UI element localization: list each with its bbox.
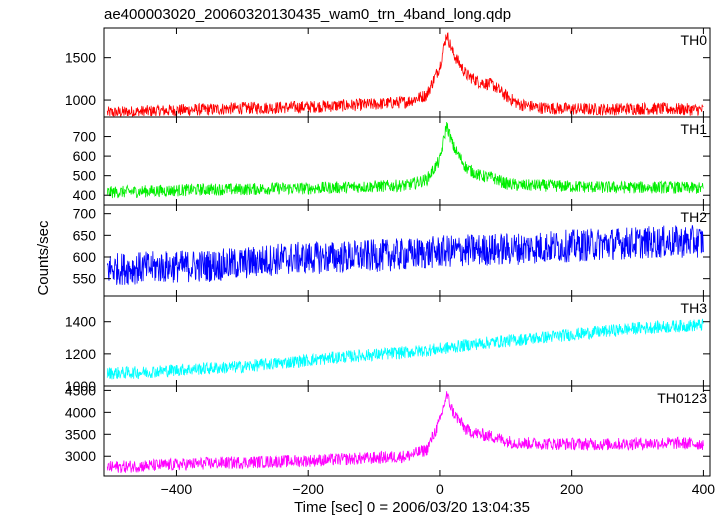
x-tick-label: −400 <box>161 481 193 497</box>
panel-label-th2: TH2 <box>681 209 708 225</box>
y-tick-label: 1000 <box>65 92 96 108</box>
chart-title: ae400003020_20060320130435_wam0_trn_4ban… <box>104 6 511 23</box>
y-tick-label: 700 <box>73 129 97 145</box>
x-axis-label: Time [sec] 0 = 2006/03/20 13:04:35 <box>294 499 530 516</box>
panel-frame <box>103 295 711 387</box>
series-line-th0 <box>106 32 704 118</box>
y-tick-label: 1500 <box>65 50 96 66</box>
y-tick-label: 600 <box>73 249 97 265</box>
x-tick-label: 400 <box>692 481 716 497</box>
panel-label-th0: TH0 <box>681 32 708 48</box>
panel-th0: 1000 1500 TH0 <box>65 27 711 118</box>
panel-frame <box>103 116 711 206</box>
series-line-th3 <box>106 318 704 380</box>
series-line-th1 <box>106 122 704 199</box>
x-axis: −400 −200 0 200 400 <box>161 481 716 497</box>
x-tick-label: 0 <box>436 481 444 497</box>
panel-th3: 1000 1200 1400 TH3 <box>65 295 711 394</box>
y-tick-label: 4000 <box>65 404 96 420</box>
y-tick-label: 700 <box>73 206 97 222</box>
panel-label-th3: TH3 <box>681 300 708 316</box>
panel-th1: 400 500 600 700 TH1 <box>73 116 711 206</box>
y-tick-label: 600 <box>73 148 97 164</box>
panel-label-th0123: TH0123 <box>657 390 707 406</box>
series-line-th2 <box>106 225 704 285</box>
y-tick-label: 400 <box>73 187 97 203</box>
y-tick-label: 4500 <box>65 382 96 398</box>
y-tick-label: 1200 <box>65 346 96 362</box>
y-tick-label: 1400 <box>65 314 96 330</box>
panel-label-th1: TH1 <box>681 121 708 137</box>
x-tick-label: 200 <box>560 481 584 497</box>
y-tick-label: 3000 <box>65 448 96 464</box>
y-tick-label: 1000 <box>65 378 96 394</box>
panel-frame <box>103 385 711 477</box>
y-tick-label: 650 <box>73 227 97 243</box>
y-tick-label: 500 <box>73 168 97 184</box>
y-tick-label: 550 <box>73 271 97 287</box>
panel-th0123: 3000 3500 4000 4500 TH0123 <box>65 382 711 477</box>
series-line-th0123 <box>106 391 704 474</box>
panel-th2: 550 600 650 700 TH2 <box>73 204 711 297</box>
panels-group: 1000 1500 TH0 400 500 600 700 TH1 550 600 650 700 TH… <box>65 27 711 477</box>
y-axis-label: Counts/sec <box>35 220 52 296</box>
x-tick-label: −200 <box>292 481 324 497</box>
y-tick-label: 3500 <box>65 426 96 442</box>
